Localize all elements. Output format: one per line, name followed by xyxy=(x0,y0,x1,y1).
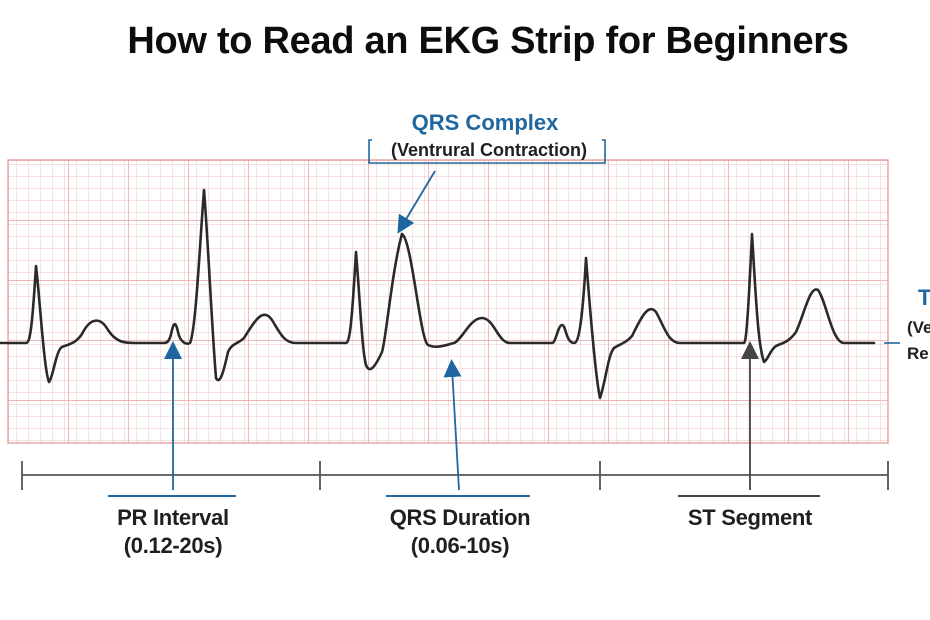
st-segment-label-group: ST Segment xyxy=(668,504,832,532)
pr-interval-label: PR Interval xyxy=(117,505,229,530)
st-segment-label: ST Segment xyxy=(687,505,813,530)
pr-interval-label-group: PR Interval (0.12-20s) xyxy=(92,504,254,560)
qrs-complex-subtitle: (Ventrural Contraction) xyxy=(390,140,587,160)
pr-interval-value: (0.12-20s) xyxy=(123,533,223,558)
qrs-duration-label-group: QRS Duration (0.06-10s) xyxy=(370,504,550,560)
qrs-duration-arrow xyxy=(443,359,462,491)
page-title: How to Read an EKG Strip for Beginners xyxy=(127,20,849,62)
qrs-complex-bracket xyxy=(368,139,606,164)
qrs-duration-label: QRS Duration xyxy=(389,505,531,530)
timeline xyxy=(21,461,889,490)
qrs-complex-title: QRS Complex xyxy=(411,110,559,135)
qrs-complex-arrow xyxy=(397,170,436,234)
t-wave-subtitle-line1: (Ve xyxy=(907,318,930,337)
t-wave-subtitle: (Ve Re xyxy=(907,315,930,367)
ekg-grid xyxy=(7,159,889,444)
t-wave-subtitle-line2: Re xyxy=(907,344,929,363)
qrs-duration-value: (0.06-10s) xyxy=(410,533,510,558)
t-wave-title: T xyxy=(918,285,930,310)
